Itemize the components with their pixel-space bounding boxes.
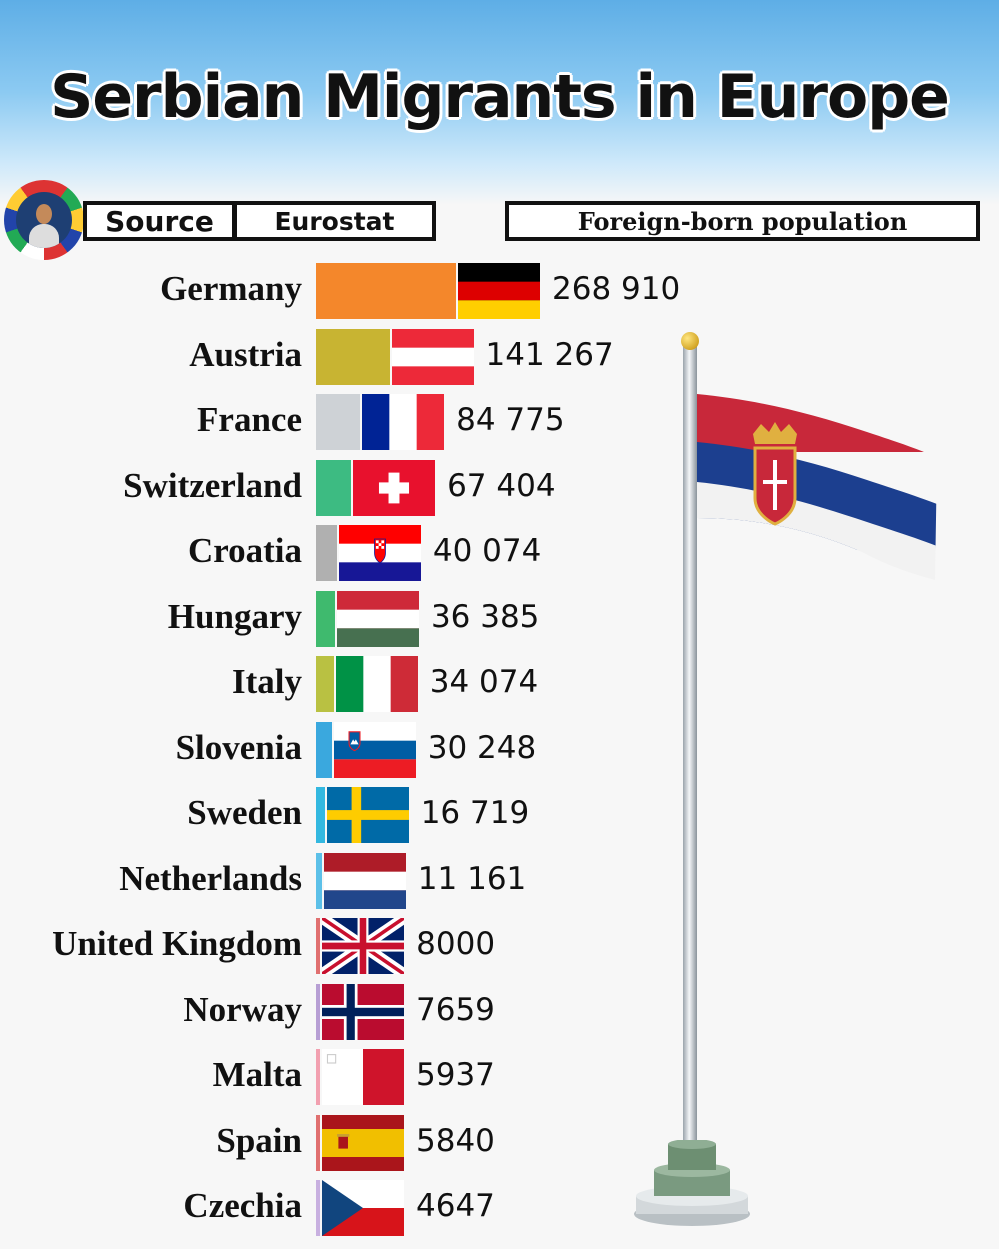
bar — [316, 787, 325, 843]
flagpole-base — [634, 1140, 750, 1226]
channel-logo — [4, 180, 84, 260]
category-label: Germany — [160, 269, 302, 308]
category-label: United Kingdom — [52, 924, 302, 963]
bar — [316, 1180, 320, 1236]
value-label: 141 267 — [485, 336, 614, 373]
value-label: 36 385 — [430, 598, 540, 635]
category-label: Switzerland — [123, 465, 302, 505]
value-label: 5937 — [416, 1057, 495, 1093]
france-flag-icon — [362, 394, 445, 450]
bar — [316, 1049, 320, 1105]
category-label: Spain — [216, 1120, 302, 1160]
bar — [316, 394, 361, 450]
value-label: 40 074 — [432, 533, 542, 569]
category-label: Slovenia — [175, 727, 302, 767]
value-label: 5840 — [416, 1122, 495, 1159]
czechia-flag-icon — [322, 1180, 404, 1236]
category-label: Hungary — [167, 596, 302, 636]
value-label: 16 719 — [420, 795, 530, 831]
italy-flag-icon — [335, 656, 418, 712]
bar — [316, 263, 456, 319]
value-label: 30 248 — [427, 729, 537, 766]
source-value: Eurostat — [233, 201, 436, 241]
united-kingdom-flag-icon — [322, 918, 405, 974]
category-label: Sweden — [187, 793, 302, 832]
value-label: 11 161 — [417, 860, 527, 897]
bar — [316, 721, 332, 778]
category-label: France — [197, 400, 302, 439]
category-label: Austria — [189, 334, 302, 374]
switzerland-flag-icon — [353, 459, 436, 516]
category-label: Czechia — [183, 1186, 302, 1225]
austria-flag-icon — [391, 328, 474, 385]
germany-flag-icon — [458, 263, 540, 319]
serbia-flag-icon — [697, 394, 937, 580]
sweden-flag-icon — [326, 787, 409, 843]
category-label: Malta — [212, 1055, 302, 1094]
category-label: Netherlands — [119, 858, 302, 898]
bar — [316, 525, 337, 581]
category-label: Norway — [183, 989, 302, 1029]
flagpole-finial — [681, 332, 699, 350]
bar — [316, 1114, 320, 1171]
value-label: 268 910 — [552, 271, 681, 307]
category-label: Italy — [232, 662, 302, 701]
slovenia-flag-icon — [333, 721, 416, 778]
netherlands-flag-icon — [323, 852, 406, 909]
value-label: 34 074 — [429, 664, 539, 700]
header-background — [0, 0, 999, 205]
value-label: 84 775 — [456, 402, 565, 438]
value-label: 4647 — [416, 1188, 495, 1224]
metric-label: Foreign-born population — [505, 201, 980, 241]
bar — [316, 852, 322, 909]
malta-flag-icon — [322, 1049, 404, 1105]
bar — [316, 590, 335, 647]
norway-flag-icon — [322, 983, 404, 1040]
value-label: 7659 — [416, 991, 495, 1028]
bar — [316, 459, 352, 516]
source-label: Source — [83, 201, 236, 241]
croatia-flag-icon — [338, 525, 421, 581]
value-label: 8000 — [416, 926, 496, 962]
bar — [316, 328, 390, 385]
logo-avatar-icon — [16, 192, 72, 248]
bar — [316, 918, 321, 974]
flagpole — [683, 345, 697, 1145]
hungary-flag-icon — [336, 590, 419, 647]
category-label: Croatia — [187, 531, 302, 570]
bar — [316, 983, 320, 1040]
chart-title: Serbian Migrants in Europe — [50, 62, 950, 132]
bar — [316, 656, 334, 712]
spain-flag-icon — [322, 1114, 404, 1171]
value-label: 67 404 — [447, 467, 556, 504]
